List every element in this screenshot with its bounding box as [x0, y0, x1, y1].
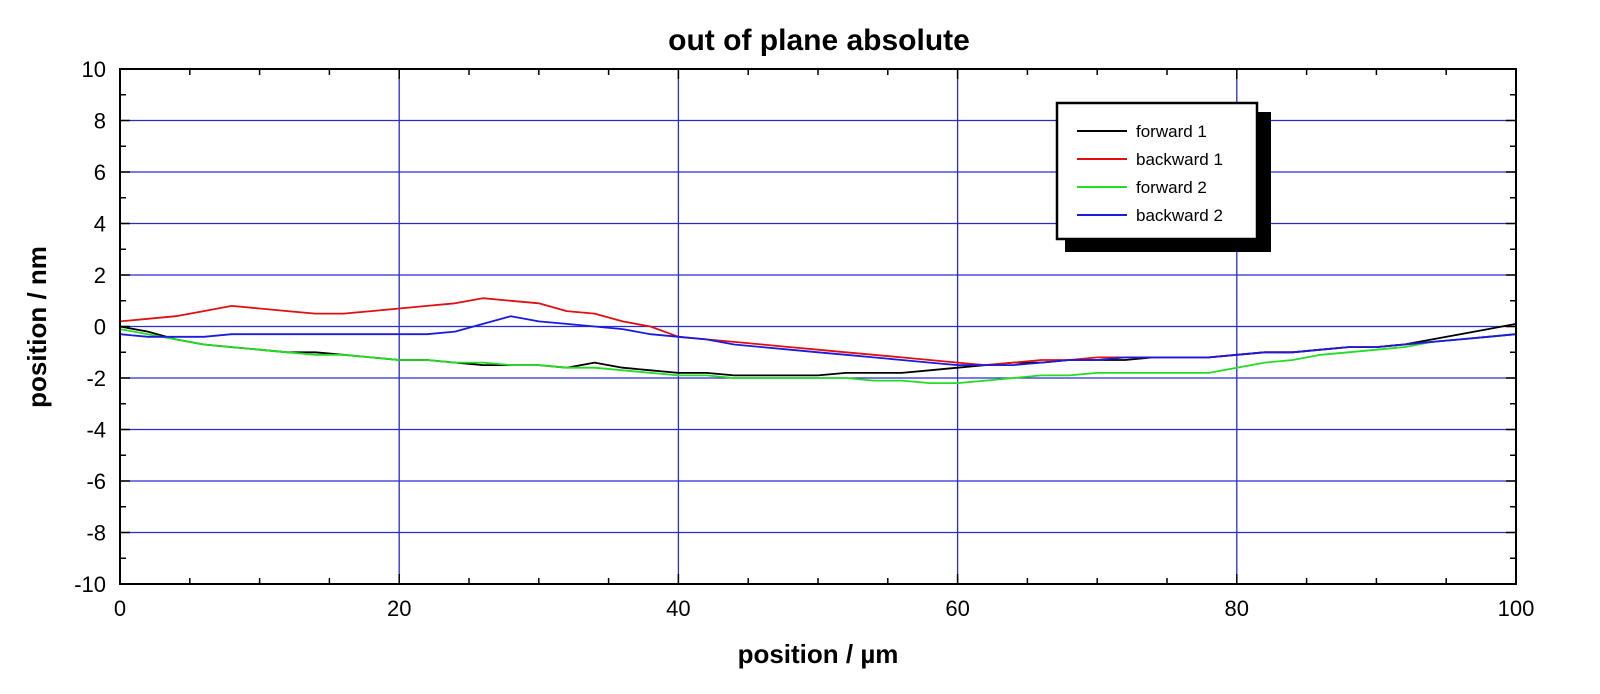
y-tick-label: 2: [94, 263, 106, 288]
y-tick-label: -8: [86, 521, 106, 546]
y-tick-label: 8: [94, 109, 106, 134]
series-line: [119, 328, 1517, 385]
y-tick-label: 4: [94, 212, 106, 237]
y-tick-label: -6: [86, 469, 106, 494]
x-tick-label: 20: [387, 596, 411, 621]
legend-items: forward 1 backward 1 forward 2 backward 2: [1077, 122, 1223, 225]
legend: forward 1 backward 1 forward 2 backward 2: [1055, 101, 1271, 252]
grid-lines: [120, 69, 1516, 584]
y-axis-title: position / nm: [22, 246, 52, 408]
plot-frame: [119, 68, 1517, 585]
x-tick-label: 80: [1225, 596, 1249, 621]
x-axis-title: position / µm: [738, 639, 899, 669]
legend-label: backward 2: [1136, 206, 1223, 225]
y-tick-label: 0: [94, 315, 106, 340]
x-tick-label: 100: [1498, 596, 1535, 621]
x-tick-label: 60: [945, 596, 969, 621]
chart-title: out of plane absolute: [668, 24, 970, 57]
x-tick-label: 0: [114, 596, 126, 621]
legend-label: backward 1: [1136, 150, 1223, 169]
y-tick-label: -10: [74, 572, 106, 597]
series-line: [119, 315, 1517, 367]
y-tick-label: 10: [82, 57, 106, 82]
x-tick-labels: 0 20 40 60 80 100: [114, 596, 1534, 621]
y-tick-label: -4: [86, 418, 106, 443]
legend-label: forward 1: [1136, 122, 1207, 141]
legend-box: [1055, 101, 1259, 241]
series-lines: [119, 297, 1517, 385]
x-tick-label: 40: [666, 596, 690, 621]
y-tick-label: -2: [86, 366, 106, 391]
y-tick-label: 6: [94, 160, 106, 185]
legend-label: forward 2: [1136, 178, 1207, 197]
y-tick-labels: -10 -8 -6 -4 -2 0 2 4 6 8 10: [74, 57, 106, 597]
